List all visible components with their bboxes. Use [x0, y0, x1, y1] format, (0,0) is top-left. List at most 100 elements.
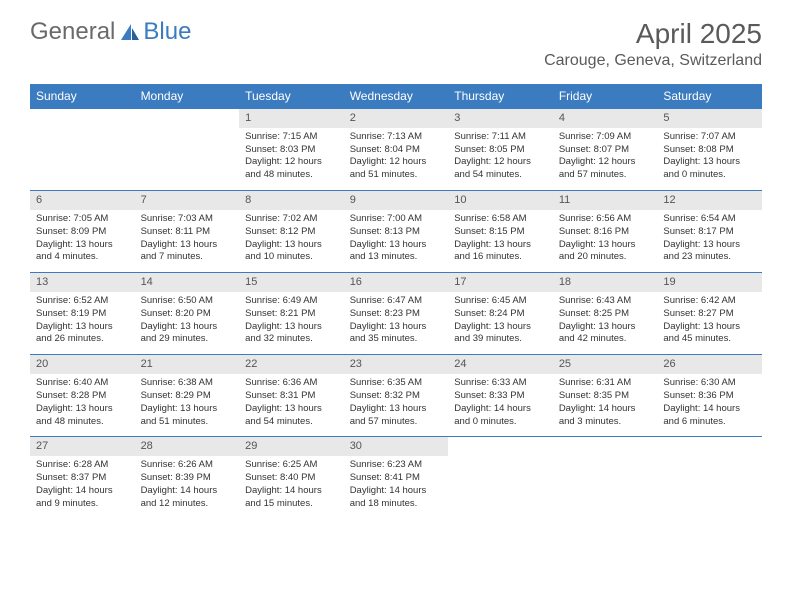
day-detail: Sunrise: 6:38 AMSunset: 8:29 PMDaylight:…: [135, 374, 240, 437]
daylight-text: Daylight: 13 hours and 16 minutes.: [454, 239, 547, 265]
day-detail: Sunrise: 6:42 AMSunset: 8:27 PMDaylight:…: [657, 292, 762, 355]
daylight-text: Daylight: 13 hours and 42 minutes.: [559, 321, 652, 347]
brand-part2: Blue: [143, 18, 191, 46]
day-number: [553, 437, 658, 456]
day-detail: Sunrise: 6:36 AMSunset: 8:31 PMDaylight:…: [239, 374, 344, 437]
sunset-text: Sunset: 8:37 PM: [36, 472, 129, 485]
sunset-text: Sunset: 8:35 PM: [559, 390, 652, 403]
daylight-text: Daylight: 13 hours and 13 minutes.: [350, 239, 443, 265]
daylight-text: Daylight: 13 hours and 23 minutes.: [663, 239, 756, 265]
day-detail: Sunrise: 6:35 AMSunset: 8:32 PMDaylight:…: [344, 374, 449, 437]
sunset-text: Sunset: 8:15 PM: [454, 226, 547, 239]
detail-row: Sunrise: 7:05 AMSunset: 8:09 PMDaylight:…: [30, 210, 762, 273]
calendar-table: SundayMondayTuesdayWednesdayThursdayFrid…: [30, 84, 762, 518]
sunrise-text: Sunrise: 6:49 AM: [245, 295, 338, 308]
day-detail: Sunrise: 7:00 AMSunset: 8:13 PMDaylight:…: [344, 210, 449, 273]
daylight-text: Daylight: 13 hours and 48 minutes.: [36, 403, 129, 429]
sunset-text: Sunset: 8:05 PM: [454, 144, 547, 157]
sunrise-text: Sunrise: 6:43 AM: [559, 295, 652, 308]
daylight-text: Daylight: 14 hours and 12 minutes.: [141, 485, 234, 511]
sunrise-text: Sunrise: 6:23 AM: [350, 459, 443, 472]
daylight-text: Daylight: 14 hours and 9 minutes.: [36, 485, 129, 511]
sunrise-text: Sunrise: 7:09 AM: [559, 131, 652, 144]
daylight-text: Daylight: 14 hours and 15 minutes.: [245, 485, 338, 511]
sunset-text: Sunset: 8:41 PM: [350, 472, 443, 485]
sail-icon: [119, 22, 141, 42]
day-number: [448, 437, 553, 456]
daylight-text: Daylight: 13 hours and 35 minutes.: [350, 321, 443, 347]
daylight-text: Daylight: 12 hours and 57 minutes.: [559, 156, 652, 182]
day-number: 21: [135, 355, 240, 374]
daylight-text: Daylight: 14 hours and 18 minutes.: [350, 485, 443, 511]
sunset-text: Sunset: 8:07 PM: [559, 144, 652, 157]
day-number: 5: [657, 109, 762, 128]
sunset-text: Sunset: 8:39 PM: [141, 472, 234, 485]
month-title: April 2025: [544, 18, 762, 50]
day-number: 27: [30, 437, 135, 456]
day-number: 29: [239, 437, 344, 456]
daylight-text: Daylight: 13 hours and 4 minutes.: [36, 239, 129, 265]
sunrise-text: Sunrise: 7:02 AM: [245, 213, 338, 226]
sunrise-text: Sunrise: 6:33 AM: [454, 377, 547, 390]
sunset-text: Sunset: 8:21 PM: [245, 308, 338, 321]
sunrise-text: Sunrise: 6:42 AM: [663, 295, 756, 308]
day-detail: [657, 456, 762, 518]
daylight-text: Daylight: 13 hours and 57 minutes.: [350, 403, 443, 429]
daylight-text: Daylight: 12 hours and 54 minutes.: [454, 156, 547, 182]
sunset-text: Sunset: 8:19 PM: [36, 308, 129, 321]
dow-header: Friday: [553, 84, 658, 109]
sunrise-text: Sunrise: 7:15 AM: [245, 131, 338, 144]
dow-header: Wednesday: [344, 84, 449, 109]
title-block: April 2025 Carouge, Geneva, Switzerland: [544, 18, 762, 70]
dow-header: Monday: [135, 84, 240, 109]
detail-row: Sunrise: 6:52 AMSunset: 8:19 PMDaylight:…: [30, 292, 762, 355]
day-detail: Sunrise: 6:23 AMSunset: 8:41 PMDaylight:…: [344, 456, 449, 518]
daylight-text: Daylight: 13 hours and 45 minutes.: [663, 321, 756, 347]
day-number: 3: [448, 109, 553, 128]
daylight-text: Daylight: 13 hours and 20 minutes.: [559, 239, 652, 265]
daylight-text: Daylight: 13 hours and 10 minutes.: [245, 239, 338, 265]
day-detail: Sunrise: 6:25 AMSunset: 8:40 PMDaylight:…: [239, 456, 344, 518]
detail-row: Sunrise: 6:40 AMSunset: 8:28 PMDaylight:…: [30, 374, 762, 437]
day-number: 16: [344, 273, 449, 292]
sunset-text: Sunset: 8:25 PM: [559, 308, 652, 321]
sunrise-text: Sunrise: 7:13 AM: [350, 131, 443, 144]
day-detail: Sunrise: 6:26 AMSunset: 8:39 PMDaylight:…: [135, 456, 240, 518]
day-number: 24: [448, 355, 553, 374]
sunset-text: Sunset: 8:29 PM: [141, 390, 234, 403]
day-number: 23: [344, 355, 449, 374]
day-detail: Sunrise: 6:43 AMSunset: 8:25 PMDaylight:…: [553, 292, 658, 355]
daynum-row: 12345: [30, 109, 762, 128]
day-number: 7: [135, 191, 240, 210]
daylight-text: Daylight: 13 hours and 51 minutes.: [141, 403, 234, 429]
detail-row: Sunrise: 7:15 AMSunset: 8:03 PMDaylight:…: [30, 128, 762, 191]
sunset-text: Sunset: 8:17 PM: [663, 226, 756, 239]
sunrise-text: Sunrise: 6:35 AM: [350, 377, 443, 390]
sunset-text: Sunset: 8:27 PM: [663, 308, 756, 321]
dow-header: Thursday: [448, 84, 553, 109]
day-detail: Sunrise: 7:13 AMSunset: 8:04 PMDaylight:…: [344, 128, 449, 191]
sunrise-text: Sunrise: 6:45 AM: [454, 295, 547, 308]
daylight-text: Daylight: 13 hours and 29 minutes.: [141, 321, 234, 347]
sunset-text: Sunset: 8:31 PM: [245, 390, 338, 403]
day-detail: Sunrise: 7:07 AMSunset: 8:08 PMDaylight:…: [657, 128, 762, 191]
day-detail: Sunrise: 7:03 AMSunset: 8:11 PMDaylight:…: [135, 210, 240, 273]
sunrise-text: Sunrise: 7:03 AM: [141, 213, 234, 226]
day-detail: Sunrise: 6:54 AMSunset: 8:17 PMDaylight:…: [657, 210, 762, 273]
sunset-text: Sunset: 8:20 PM: [141, 308, 234, 321]
sunset-text: Sunset: 8:24 PM: [454, 308, 547, 321]
daylight-text: Daylight: 13 hours and 32 minutes.: [245, 321, 338, 347]
daynum-row: 13141516171819: [30, 273, 762, 292]
day-detail: Sunrise: 6:31 AMSunset: 8:35 PMDaylight:…: [553, 374, 658, 437]
brand-part1: General: [30, 18, 115, 46]
sunset-text: Sunset: 8:08 PM: [663, 144, 756, 157]
day-number: 11: [553, 191, 658, 210]
day-number: 28: [135, 437, 240, 456]
daylight-text: Daylight: 13 hours and 7 minutes.: [141, 239, 234, 265]
day-detail: [30, 128, 135, 191]
day-number: 30: [344, 437, 449, 456]
day-detail: Sunrise: 6:30 AMSunset: 8:36 PMDaylight:…: [657, 374, 762, 437]
sunset-text: Sunset: 8:36 PM: [663, 390, 756, 403]
day-detail: Sunrise: 7:02 AMSunset: 8:12 PMDaylight:…: [239, 210, 344, 273]
day-number: [30, 109, 135, 128]
